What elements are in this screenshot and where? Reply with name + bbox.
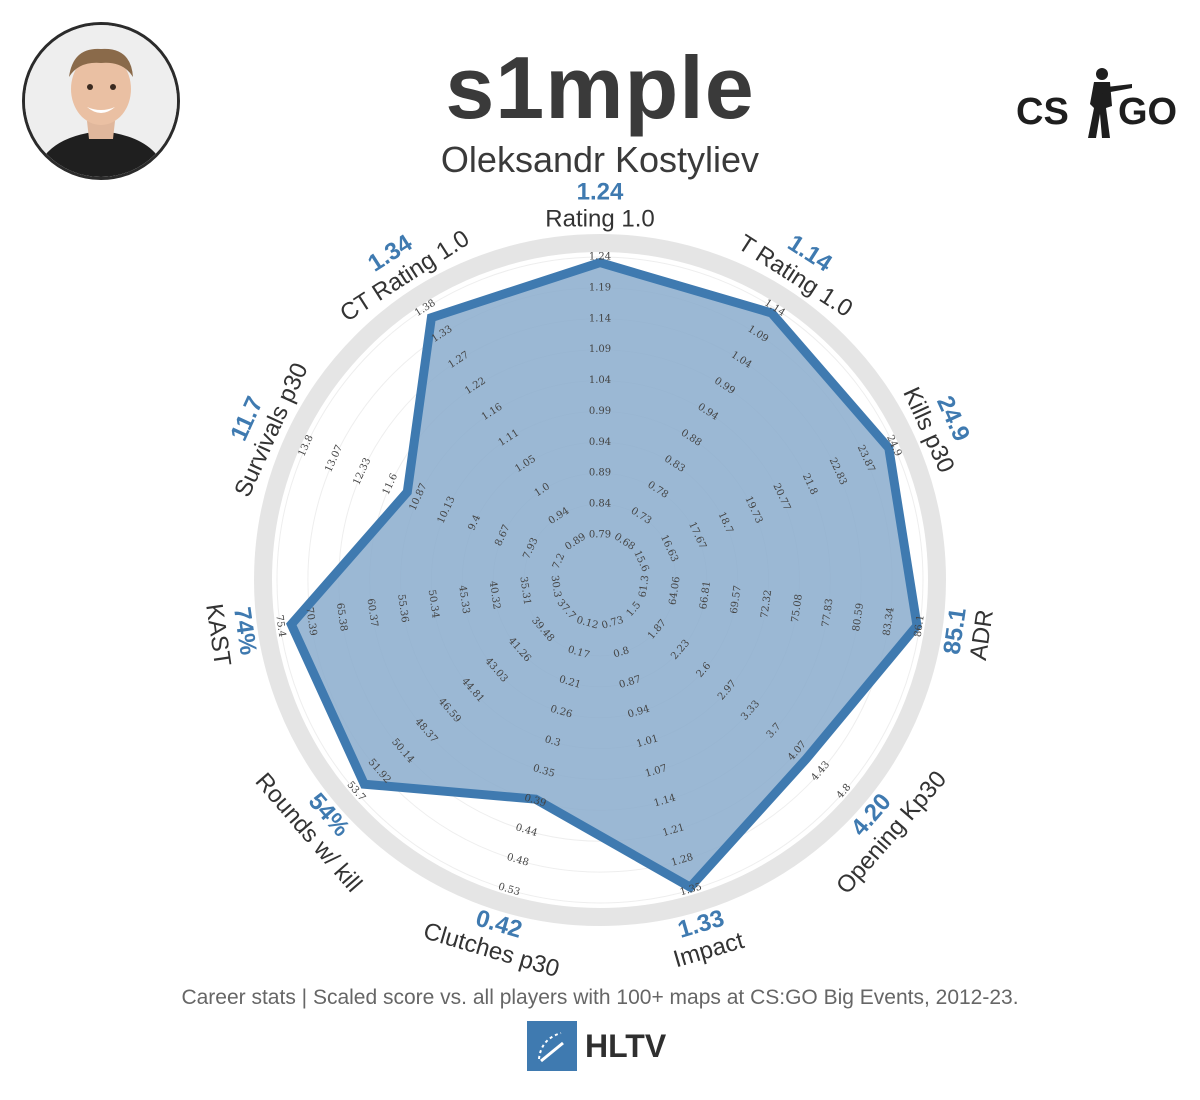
footer-note: Career stats | Scaled score vs. all play… bbox=[181, 986, 1019, 1009]
tick-label: 66.81 bbox=[698, 580, 713, 610]
tick-label: 60.37 bbox=[365, 598, 380, 628]
tick-label: 0.3 bbox=[543, 734, 561, 749]
player-avatar bbox=[22, 22, 180, 180]
tick-label: 11.6 bbox=[381, 472, 400, 497]
tick-label: 65.38 bbox=[334, 602, 349, 632]
tick-label: 1.09 bbox=[589, 344, 611, 355]
tick-label: 64.06 bbox=[668, 576, 683, 606]
tick-label: 0.48 bbox=[505, 852, 529, 869]
tick-label: 1.14 bbox=[589, 313, 611, 324]
radar-area bbox=[285, 257, 922, 893]
tick-label: 1.04 bbox=[589, 375, 611, 386]
tick-label: 70.39 bbox=[303, 607, 318, 637]
axis-label: Rating 1.0 bbox=[545, 205, 654, 232]
tick-label: 0.8 bbox=[612, 645, 630, 660]
axis-value: 1.24 bbox=[577, 178, 624, 205]
hltv-logo-icon bbox=[527, 1021, 577, 1071]
tick-label: 55.36 bbox=[395, 593, 410, 623]
tick-label: 30.3 bbox=[548, 575, 562, 599]
hltv-brand-text: HLTV bbox=[585, 1028, 667, 1064]
tick-label: 50.34 bbox=[426, 589, 441, 619]
soldier-silhouette-icon bbox=[1088, 68, 1132, 138]
axis-value: 85.1 bbox=[938, 606, 971, 656]
tick-label: 69.57 bbox=[729, 585, 744, 615]
player-name: s1mple bbox=[445, 38, 755, 137]
tick-label: 72.32 bbox=[759, 589, 774, 619]
tick-label: 12.33 bbox=[351, 456, 373, 487]
tick-label: 1.19 bbox=[589, 282, 611, 293]
tick-label: 35.31 bbox=[517, 576, 532, 606]
tick-label: 0.84 bbox=[589, 499, 611, 510]
csgo-logo-left-text: CS bbox=[1016, 91, 1069, 133]
csgo-logo-right-text: GO bbox=[1118, 91, 1177, 133]
tick-label: 0.89 bbox=[589, 468, 611, 479]
tick-label: 0.44 bbox=[514, 822, 538, 839]
player-photo-icon bbox=[25, 25, 177, 177]
tick-label: 45.33 bbox=[456, 585, 471, 615]
tick-label: 4.43 bbox=[809, 759, 832, 783]
tick-label: 83.34 bbox=[882, 607, 897, 637]
tick-label: 0.99 bbox=[589, 406, 611, 417]
tick-label: 13.07 bbox=[323, 443, 345, 474]
tick-label: 61.3 bbox=[637, 575, 651, 599]
player-real-name: Oleksandr Kostyliev bbox=[440, 139, 760, 180]
tick-label: 0.79 bbox=[589, 530, 611, 541]
tick-label: 40.32 bbox=[487, 580, 502, 610]
tick-label: 75.08 bbox=[790, 593, 805, 623]
csgo-logo: CS GO bbox=[1016, 68, 1177, 138]
tick-label: 1.24 bbox=[589, 252, 611, 263]
tick-label: 80.59 bbox=[851, 602, 866, 632]
hltv-brand: HLTV bbox=[527, 1020, 666, 1072]
grid-circle bbox=[276, 256, 924, 904]
tick-label: 86.1 bbox=[913, 614, 927, 638]
tick-label: 0.94 bbox=[589, 437, 611, 448]
tick-label: 77.83 bbox=[821, 598, 836, 628]
tick-label: 75.4 bbox=[273, 614, 287, 638]
outer-ring bbox=[254, 234, 946, 926]
